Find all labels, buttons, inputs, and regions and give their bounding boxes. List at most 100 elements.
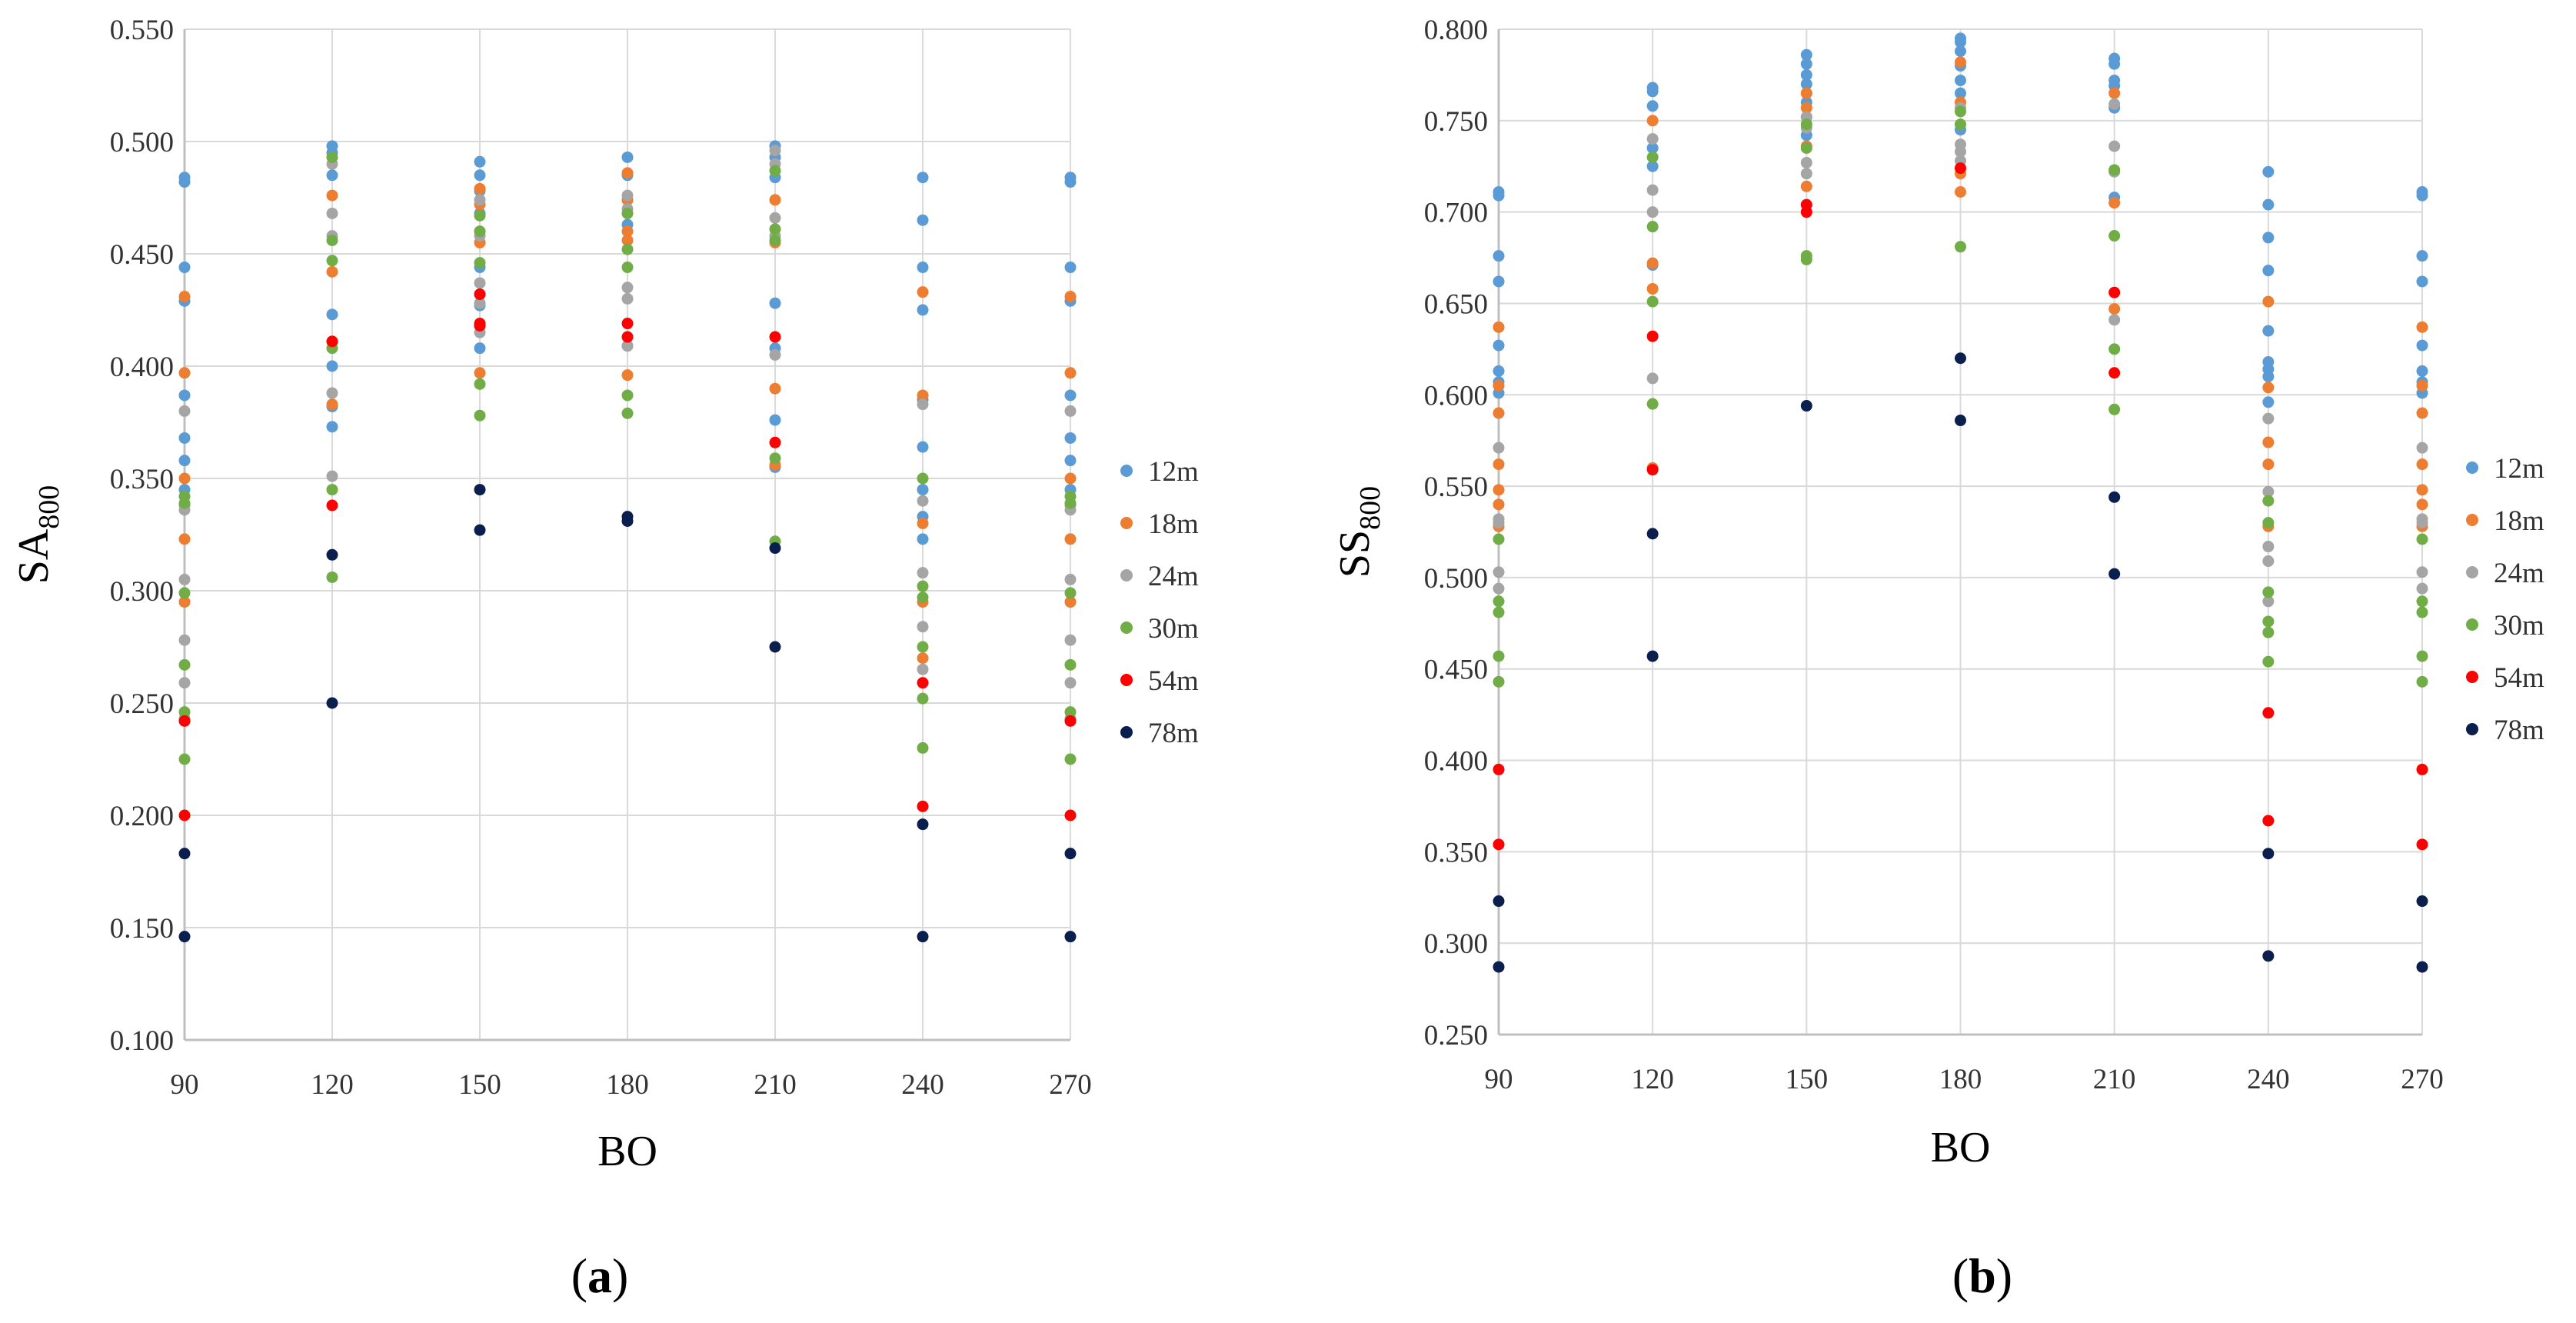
y-tick-label: 0.450 <box>110 239 174 271</box>
data-point-78m <box>1646 650 1659 662</box>
data-point-12m <box>1646 142 1659 154</box>
series-78m <box>1493 352 2428 973</box>
data-point-12m <box>2262 198 2275 211</box>
legend-entry-12m: 12m <box>1120 456 1199 488</box>
legend-entry-18m: 18m <box>1120 508 1199 540</box>
data-point-24m <box>326 470 338 482</box>
data-point-18m <box>1493 379 1505 392</box>
data-point-78m <box>917 931 929 943</box>
data-point-18m <box>2108 303 2121 315</box>
data-point-30m <box>1064 587 1077 599</box>
data-point-12m <box>1646 160 1659 172</box>
data-point-24m <box>2108 98 2121 110</box>
legend-label: 18m <box>1148 508 1199 540</box>
legend-entry-78m: 78m <box>2466 715 2544 746</box>
x-axis-title: BO <box>597 1128 657 1175</box>
data-point-30m <box>769 234 781 246</box>
y-tick-label: 0.500 <box>110 127 174 158</box>
data-point-30m <box>1646 398 1659 410</box>
data-point-30m <box>2416 606 2428 618</box>
data-point-78m <box>2262 848 2275 860</box>
data-point-18m <box>1493 484 1505 496</box>
y-tick-label: 0.550 <box>1424 472 1488 503</box>
data-point-78m <box>2416 895 2428 908</box>
data-point-18m <box>2262 295 2275 308</box>
data-point-24m <box>917 398 929 411</box>
data-point-18m <box>1064 367 1077 379</box>
data-point-30m <box>917 580 929 592</box>
x-tick-label: 90 <box>171 1069 199 1101</box>
data-point-24m <box>769 348 781 361</box>
data-point-24m <box>621 340 634 352</box>
data-point-24m <box>474 194 486 206</box>
data-point-30m <box>474 225 486 238</box>
data-point-30m <box>621 407 634 419</box>
data-point-30m <box>326 151 338 163</box>
data-point-12m <box>769 297 781 309</box>
data-point-18m <box>2262 382 2275 394</box>
data-point-30m <box>769 452 781 465</box>
data-point-30m <box>474 378 486 390</box>
data-point-18m <box>621 167 634 179</box>
data-point-24m <box>474 277 486 289</box>
data-point-24m <box>1493 517 1505 529</box>
y-tick-label: 0.550 <box>110 15 174 46</box>
data-point-30m <box>178 658 191 671</box>
data-point-30m <box>178 753 191 765</box>
data-point-78m <box>474 484 486 496</box>
data-point-30m <box>1064 706 1077 718</box>
data-point-30m <box>1493 650 1505 662</box>
data-point-30m <box>2262 626 2275 638</box>
data-point-12m <box>917 304 929 316</box>
data-point-78m <box>769 641 781 653</box>
data-point-12m <box>1800 48 1812 61</box>
data-point-12m <box>326 308 338 321</box>
data-point-12m <box>917 262 929 274</box>
data-point-30m <box>1493 533 1505 545</box>
data-point-54m <box>1800 206 1812 218</box>
data-point-78m <box>1800 400 1812 412</box>
series-18m <box>1493 56 2428 532</box>
data-point-18m <box>326 265 338 278</box>
y-tick-label: 0.400 <box>1424 746 1488 778</box>
data-point-30m <box>326 484 338 496</box>
data-point-12m <box>178 432 191 444</box>
data-point-30m <box>1493 606 1505 618</box>
data-point-18m <box>1955 185 1966 198</box>
y-tick-label: 0.150 <box>110 913 174 945</box>
data-point-54m <box>1646 464 1659 476</box>
data-point-30m <box>1493 675 1505 688</box>
data-point-18m <box>474 367 486 379</box>
data-point-18m <box>917 389 929 402</box>
data-point-12m <box>178 262 191 274</box>
data-point-18m <box>2416 407 2428 419</box>
data-point-30m <box>1646 151 1659 163</box>
x-tick-label: 150 <box>1786 1064 1829 1095</box>
data-point-24m <box>917 567 929 579</box>
data-point-54m <box>2262 707 2275 719</box>
data-point-78m <box>326 697 338 709</box>
data-point-24m <box>326 207 338 219</box>
data-point-54m <box>1493 763 1505 775</box>
x-axis-title: BO <box>1931 1124 1991 1171</box>
x-tick-label: 150 <box>458 1069 501 1101</box>
legend-entry-12m: 12m <box>2466 453 2544 485</box>
data-point-12m <box>917 214 929 226</box>
y-tick-label: 0.350 <box>110 464 174 495</box>
data-point-30m <box>326 234 338 246</box>
data-point-78m <box>474 524 486 536</box>
data-point-30m <box>621 243 634 255</box>
data-point-24m <box>178 634 191 646</box>
data-point-30m <box>178 706 191 718</box>
data-point-18m <box>1800 180 1812 192</box>
data-point-24m <box>917 621 929 633</box>
data-point-18m <box>2416 321 2428 333</box>
y-axis-title-base: SS <box>1331 530 1379 578</box>
data-point-12m <box>1493 339 1505 352</box>
data-point-24m <box>1955 145 1966 158</box>
y-tick-label: 0.250 <box>1424 1020 1488 1051</box>
data-point-24m <box>2262 485 2275 498</box>
data-point-12m <box>1064 432 1077 444</box>
data-point-12m <box>178 455 191 467</box>
data-point-54m <box>917 677 929 689</box>
